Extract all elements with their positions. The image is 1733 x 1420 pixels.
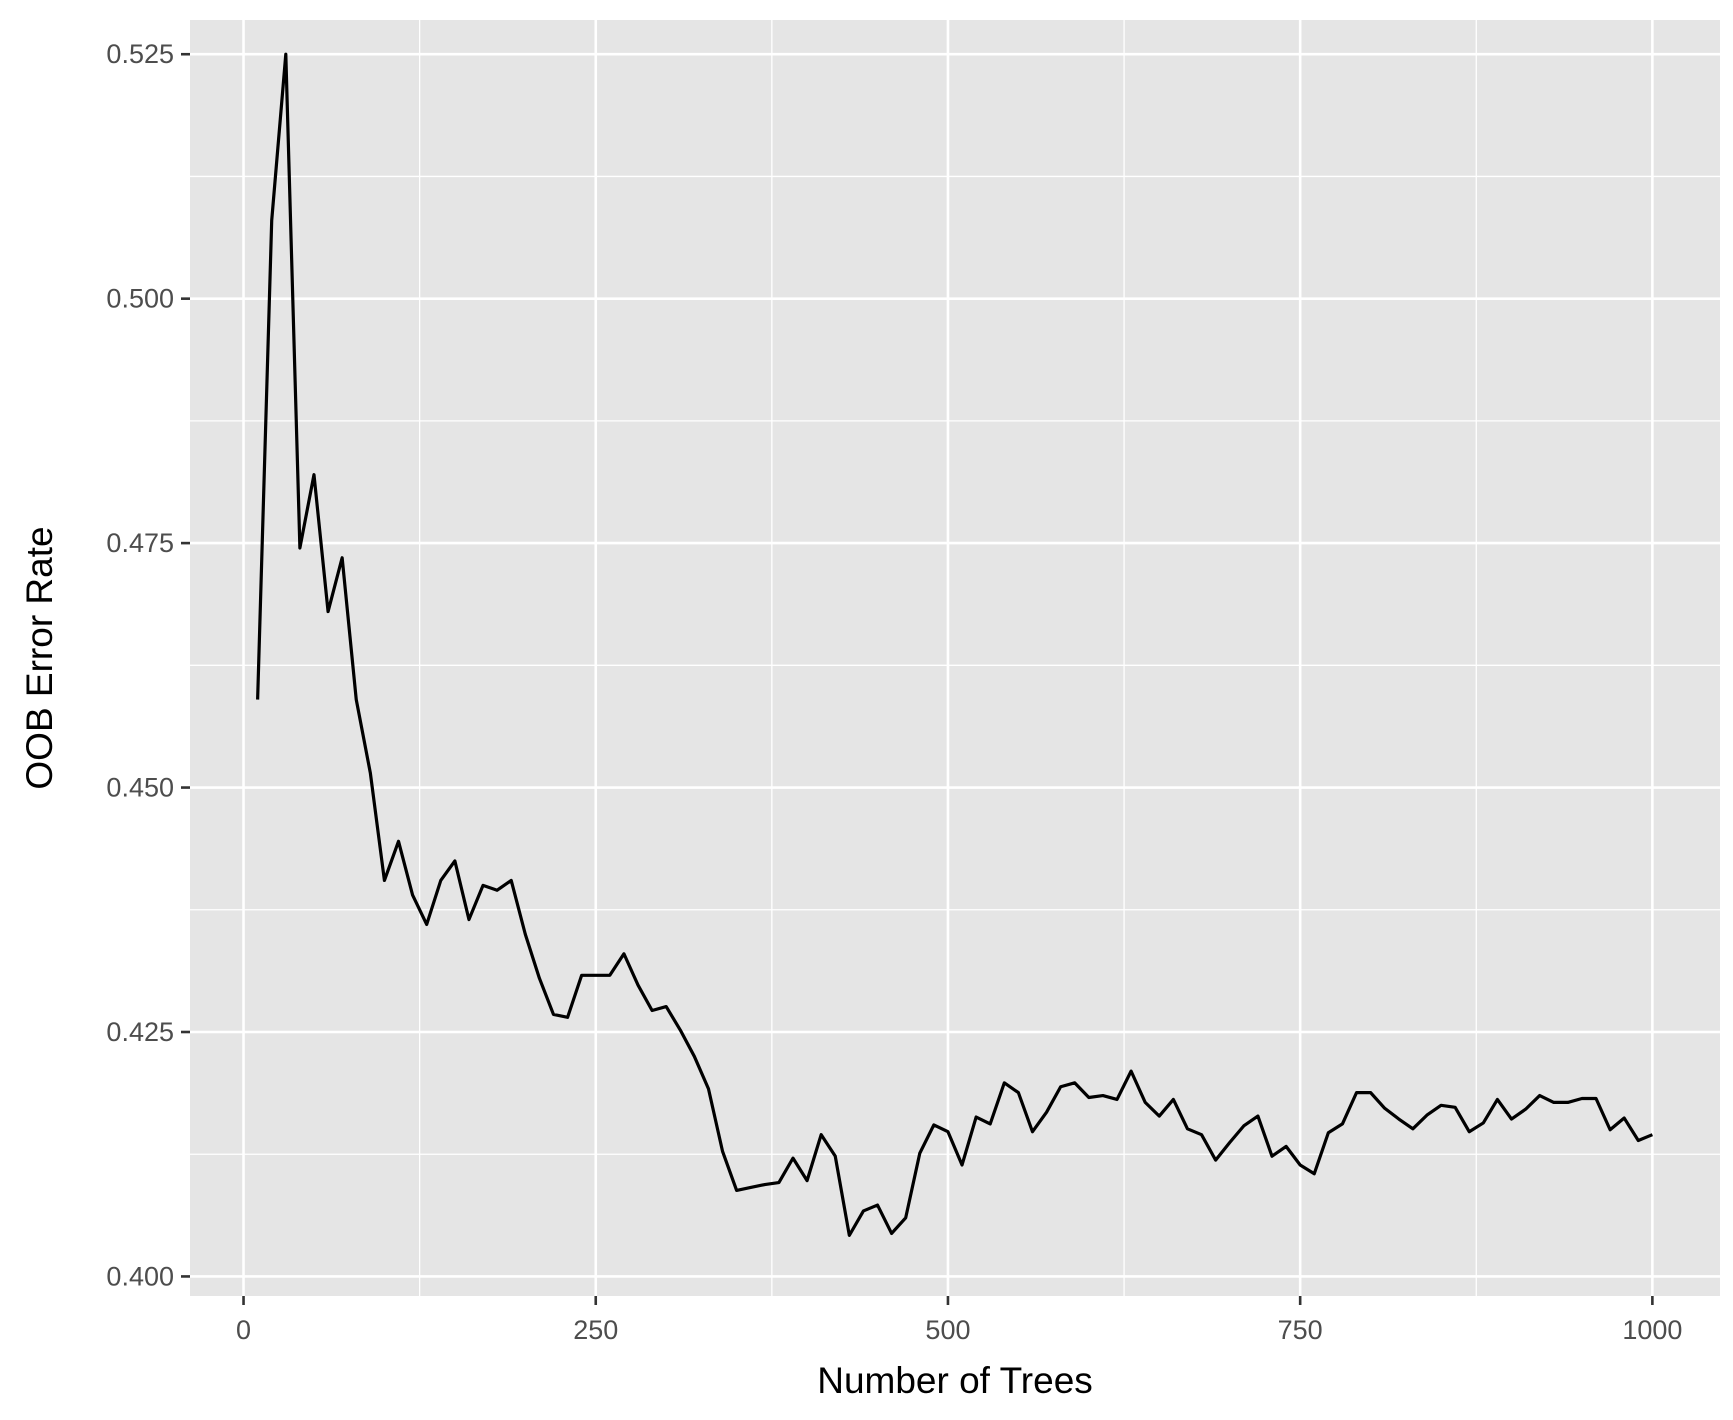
y-axis-ticks: 0.400 0.425 0.450 0.475 0.500 0.525 (106, 39, 190, 1291)
x-tick-label: 1000 (1622, 1315, 1682, 1345)
major-gridlines (190, 20, 1720, 1296)
x-tick-label: 0 (236, 1315, 251, 1345)
y-tick-label: 0.475 (106, 528, 174, 558)
x-tick-label: 750 (1278, 1315, 1323, 1345)
y-tick-label: 0.400 (106, 1261, 174, 1291)
oob-error-line (256, 52, 1653, 1237)
x-axis-title: Number of Trees (817, 1360, 1093, 1401)
y-tick-label: 0.500 (106, 284, 174, 314)
y-tick-label: 0.450 (106, 773, 174, 803)
x-tick-label: 500 (925, 1315, 970, 1345)
panel-background (190, 20, 1720, 1296)
minor-gridlines (190, 20, 1720, 1296)
y-axis-title: OOB Error Rate (19, 526, 60, 789)
y-tick-label: 0.525 (106, 39, 174, 69)
y-tick-label: 0.425 (106, 1017, 174, 1047)
x-axis-ticks: 0 250 500 750 1000 (236, 1296, 1682, 1345)
x-tick-label: 250 (573, 1315, 618, 1345)
